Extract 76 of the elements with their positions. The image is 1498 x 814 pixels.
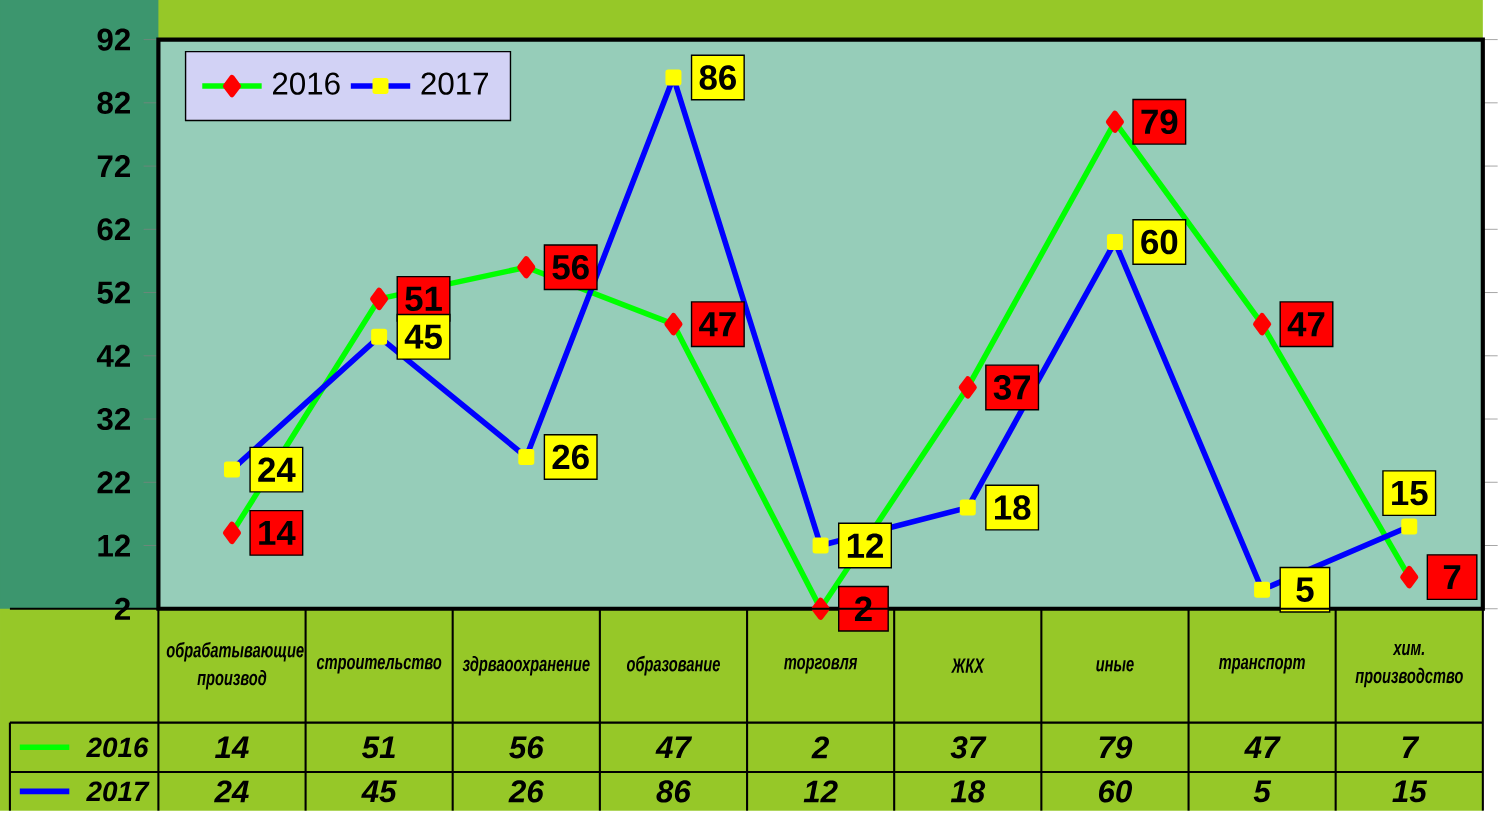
point [812,537,829,554]
point [811,597,830,620]
point [1105,110,1124,133]
point [958,376,977,399]
y-tick-label: 2 [114,597,130,620]
data-label: 7 [1402,736,1420,759]
x-tick-label: строительство [316,657,442,674]
legend-label: 2016 [272,72,340,95]
y-tick-label: 32 [97,407,130,431]
data-label: 45 [361,780,397,803]
text: 47 [1287,312,1325,337]
y-tick-label: 22 [97,471,130,494]
text: 12 [847,533,883,558]
point [1253,312,1272,336]
data-label: 47 [1244,736,1281,759]
point [1254,581,1271,598]
data-label: 51 [362,736,395,759]
x-tick-label: торговля [784,657,858,674]
text: 86 [699,65,736,90]
x-tick-label: обрабатывающие производ [166,641,304,690]
point [664,312,683,336]
point [518,448,535,465]
text: 37 [993,375,1030,400]
y-tick-label: 82 [97,91,130,114]
text: 7 [1443,565,1461,590]
data-label: 24 [214,780,249,803]
data-label: 86 [656,780,691,803]
point [371,328,388,345]
y-tick-label: 42 [96,344,130,367]
data-label: 2 [811,736,829,759]
point [1400,565,1419,589]
x-tick-label: здрваоохранение [462,655,590,676]
data-label: 47 [655,736,693,759]
point [1106,233,1123,250]
point [959,499,976,516]
text: 2017 [86,781,150,802]
data-label: 5 [1253,780,1272,803]
text: 51 [405,286,442,311]
x-tick-label: образование [626,655,720,676]
y-tick-label: 72 [97,155,130,177]
y-tick-label: 92 [97,28,130,51]
text: 45 [404,324,442,349]
x-tick-label: транспорт [1219,657,1305,674]
x-tick-label: иные [1096,659,1134,672]
text: 14 [259,520,296,545]
data-label: 12 [803,780,838,803]
text: 5 [1296,577,1314,602]
text: 56 [552,254,589,280]
text: 47 [699,312,736,337]
text: 26 [552,444,589,470]
text: 24 [258,457,296,482]
text: 79 [1141,109,1178,135]
y-tick-label: 52 [97,281,130,304]
text: 15 [1392,480,1428,506]
text: 60 [1141,229,1178,255]
legend-label: 2017 [421,72,488,95]
point [222,521,242,544]
data-label: 37 [950,736,987,759]
data-label: 15 [1392,780,1428,803]
text: 18 [995,495,1031,520]
x-tick-label: хим. производство [1355,644,1463,688]
data-label: 14 [215,736,249,759]
y-tick-label: 62 [97,218,130,241]
data-label: 79 [1099,736,1133,759]
y-tick-label: 12 [98,534,130,557]
point [370,287,389,310]
data-label: 26 [508,780,544,803]
x-tick-label: ЖКХ [951,658,985,673]
data-label: 56 [509,736,544,759]
data-label: 60 [1098,780,1133,803]
point [223,461,240,478]
data-label: 18 [950,780,986,803]
point [517,256,536,279]
text: 2016 [86,737,149,758]
point [665,69,682,86]
point [1401,518,1418,535]
